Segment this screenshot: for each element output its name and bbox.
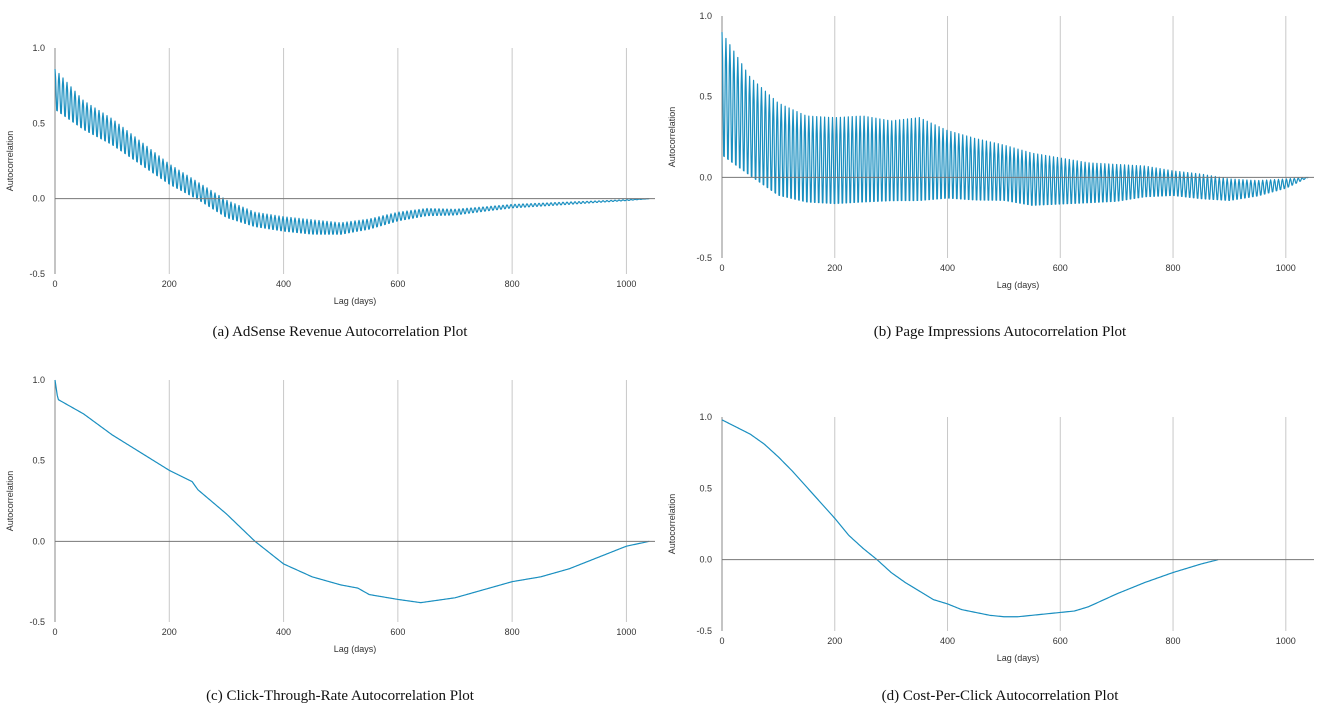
x-tick-label: 0 (719, 263, 724, 273)
y-tick-label: 0.0 (699, 555, 712, 565)
x-tick-label: 800 (1166, 263, 1181, 273)
series-line (54, 69, 650, 235)
x-tick-label: 400 (940, 636, 955, 646)
x-axis-label: Lag (days) (997, 280, 1040, 290)
x-tick-label: 0 (52, 279, 57, 289)
x-tick-label: 600 (1053, 636, 1068, 646)
x-axis-label: Lag (days) (334, 644, 377, 654)
chart-panel-c: -0.5 0.0 0.5 1.0 0 200 400 600 800 1000 Lag (days)… (0, 372, 660, 672)
chart-panel-b: -0.5 0.0 0.5 1.0 0 200 400 600 800 1000 Lag (days)… (662, 8, 1320, 308)
x-tick-label: 200 (827, 636, 842, 646)
x-tick-label: 0 (719, 636, 724, 646)
y-axis-label: Autocorrelation (5, 131, 15, 192)
y-tick-label: 1.0 (32, 43, 45, 53)
caption-b: (b) Page Impressions Autocorrelation Plo… (873, 324, 1127, 340)
x-tick-label: 400 (276, 627, 291, 637)
chart-d-svg: -0.5 0.0 0.5 1.0 0 200 400 600 800 1000 Lag (days)… (667, 412, 1314, 663)
chart-b-svg: -0.5 0.0 0.5 1.0 0 200 400 600 800 1000 Lag (days)… (667, 11, 1314, 290)
x-tick-label: 800 (1166, 636, 1181, 646)
y-tick-label: 0.5 (699, 92, 712, 102)
x-tick-label: 1000 (616, 279, 636, 289)
x-axis-label: Lag (days) (997, 653, 1040, 663)
series-line (54, 379, 650, 604)
x-tick-label: 0 (52, 627, 57, 637)
x-tick-label: 1000 (616, 627, 636, 637)
x-tick-label: 200 (162, 627, 177, 637)
chart-panel-a: -0.5 0.0 0.5 1.0 0 200 400 600 800 1000 Lag (days)… (0, 8, 660, 308)
y-tick-label: 0.5 (699, 483, 712, 493)
x-tick-label: 600 (1053, 263, 1068, 273)
x-tick-label: 600 (390, 627, 405, 637)
x-tick-label: 400 (940, 263, 955, 273)
x-tick-label: 1000 (1276, 263, 1296, 273)
x-tick-label: 600 (390, 279, 405, 289)
y-axis-label: Autocorrelation (667, 107, 677, 168)
y-tick-label: 1.0 (699, 412, 712, 422)
y-axis-label: Autocorrelation (667, 494, 677, 555)
caption-c: (c) Click-Through-Rate Autocorrelation P… (206, 688, 474, 704)
x-tick-label: 800 (505, 627, 520, 637)
x-tick-label: 1000 (1276, 636, 1296, 646)
y-tick-label: -0.5 (29, 617, 45, 627)
y-tick-label: -0.5 (696, 626, 712, 636)
x-tick-label: 200 (162, 279, 177, 289)
y-axis-label: Autocorrelation (5, 471, 15, 532)
y-tick-label: 0.0 (32, 536, 45, 546)
x-tick-label: 800 (505, 279, 520, 289)
x-tick-label: 400 (276, 279, 291, 289)
y-tick-label: 1.0 (699, 11, 712, 21)
chart-c-svg: -0.5 0.0 0.5 1.0 0 200 400 600 800 1000 Lag (days)… (5, 375, 655, 654)
y-tick-label: 0.5 (32, 118, 45, 128)
chart-a-svg: -0.5 0.0 0.5 1.0 0 200 400 600 800 1000 Lag (days)… (5, 43, 655, 306)
caption-d: (d) Cost-Per-Click Autocorrelation Plot (881, 688, 1119, 704)
y-tick-label: -0.5 (696, 253, 712, 263)
y-tick-label: 1.0 (32, 375, 45, 385)
chart-panel-d: -0.5 0.0 0.5 1.0 0 200 400 600 800 1000 Lag (days)… (662, 380, 1320, 672)
series-line (721, 419, 1219, 618)
x-tick-label: 200 (827, 263, 842, 273)
y-tick-label: 0.0 (699, 172, 712, 182)
y-tick-label: 0.0 (32, 194, 45, 204)
y-tick-label: 0.5 (32, 456, 45, 466)
caption-a: (a) AdSense Revenue Autocorrelation Plot (212, 324, 468, 340)
x-axis-label: Lag (days) (334, 296, 377, 306)
series-line (721, 32, 1309, 206)
y-tick-label: -0.5 (29, 269, 45, 279)
